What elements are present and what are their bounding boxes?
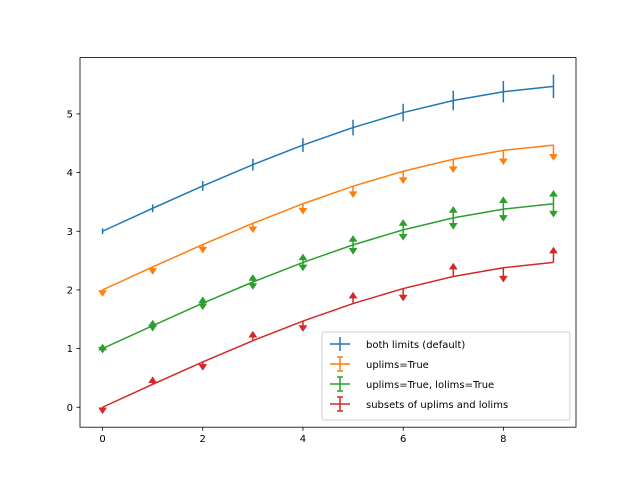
series-line [102, 261, 554, 408]
uplim-arrow [448, 223, 458, 230]
uplim-arrow [248, 226, 258, 234]
lolim-arrow [548, 189, 558, 197]
y-tick-label: 1 [67, 344, 73, 355]
x-tick-label: 2 [200, 434, 206, 445]
legend: both limits (default) uplims=True uplims=T… [321, 331, 571, 421]
y-tick-label: 3 [67, 227, 73, 238]
series-2 [98, 189, 558, 354]
uplim-arrow [298, 264, 308, 272]
y-tick-label: 0 [67, 403, 73, 414]
uplim-arrow [548, 210, 558, 218]
lolim-arrow [448, 206, 458, 213]
series-0 [101, 74, 555, 235]
legend-label: both limits (default) [366, 340, 465, 351]
uplim-arrow [448, 166, 458, 174]
uplim-arrow [98, 407, 108, 415]
uplim-arrow [498, 275, 508, 283]
series-line [102, 85, 554, 232]
lolim-arrow [248, 274, 258, 281]
y-tick-label: 5 [67, 109, 73, 120]
lolim-arrow [148, 319, 158, 327]
lolim-arrow [198, 296, 208, 304]
y-tick-label: 4 [67, 168, 73, 179]
series-line [102, 202, 554, 350]
uplim-arrow [248, 283, 258, 290]
legend-label: uplims=True [366, 360, 429, 371]
uplim-arrow [98, 290, 108, 297]
uplim-arrow [148, 268, 158, 275]
uplim-arrow [498, 158, 508, 166]
lolim-arrow [298, 253, 308, 261]
uplim-arrow [198, 246, 208, 254]
x-tick-label: 0 [99, 434, 105, 445]
lolim-arrow [398, 219, 408, 226]
lolim-arrow [448, 262, 458, 270]
series-3 [98, 246, 558, 415]
uplim-arrow [348, 248, 358, 255]
x-tick-label: 4 [300, 434, 306, 445]
lolim-arrow [498, 196, 508, 203]
uplim-arrow [398, 234, 408, 241]
uplim-arrow [398, 294, 408, 302]
lolim-arrow [548, 246, 558, 254]
series-1 [98, 144, 558, 297]
uplim-arrow [198, 364, 208, 371]
uplim-arrow [298, 325, 308, 332]
lolim-arrow [98, 343, 108, 351]
uplim-arrow [348, 191, 358, 199]
uplim-arrow [398, 177, 408, 185]
lolim-arrow [248, 330, 258, 338]
uplim-arrow [298, 207, 308, 215]
x-tick-label: 8 [500, 434, 506, 445]
uplim-arrow [198, 303, 208, 311]
legend-box [321, 331, 571, 421]
uplim-arrow [548, 154, 558, 161]
y-tick-label: 2 [67, 285, 73, 296]
lolim-arrow [348, 235, 358, 242]
legend-label: uplims=True, lolims=True [366, 380, 494, 391]
lolim-arrow [148, 376, 158, 384]
series-line [102, 144, 554, 291]
legend-label: subsets of uplims and lolims [366, 400, 508, 411]
x-tick-label: 6 [400, 434, 406, 445]
lolim-arrow [348, 291, 358, 299]
uplim-arrow [498, 215, 508, 222]
axes-frame [79, 57, 577, 428]
